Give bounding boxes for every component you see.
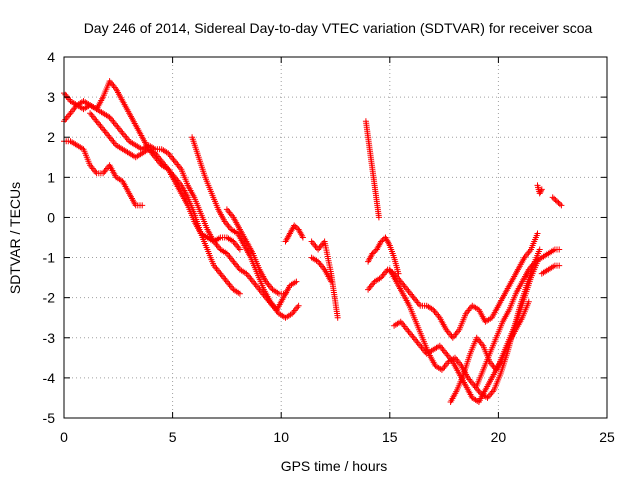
data-point [525,298,532,305]
series-arc-4 [87,110,243,253]
series-arc-3 [61,138,146,209]
data-point [375,214,382,221]
series-arc-7 [282,222,306,245]
series-arc-5 [189,134,300,313]
y-tick-label: 0 [47,209,55,225]
data-point-trail [552,197,559,204]
data-point-trail [537,189,544,195]
series-arc-6 [223,206,289,297]
data-point [334,314,341,321]
data-points [61,78,565,405]
data-point-trail [538,187,545,194]
x-axis-label: GPS time / hours [281,458,388,474]
x-tick-label: 15 [382,429,398,445]
series-arc-11 [365,234,402,277]
data-point [534,230,541,237]
x-tick-label: 25 [599,429,615,445]
series-arc-1 [61,90,302,321]
data-point [293,278,300,285]
y-tick-label: 2 [47,129,55,145]
data-point-trail [292,223,299,230]
data-point [236,246,243,253]
data-point [538,186,545,193]
data-point-trail [370,249,377,256]
chart-title: Day 246 of 2014, Sidereal Day-to-day VTE… [84,20,593,36]
data-point [328,278,335,285]
series-arc-10 [362,118,382,221]
data-point [236,290,243,297]
series-arc-9 [308,254,335,285]
x-tick-label: 20 [491,429,507,445]
series-arc-18 [534,182,545,197]
data-point [549,194,556,201]
y-tick-label: -2 [43,290,56,306]
y-tick-label: -3 [43,330,56,346]
plot-frame [63,56,608,419]
data-point [299,234,306,241]
x-tick-label: 5 [169,429,177,445]
series-arc-12 [365,230,541,341]
y-tick-label: 3 [47,89,55,105]
y-tick-label: 4 [47,49,55,65]
y-axis-label: SDTVAR / TECUs [7,182,23,294]
x-tick-label: 10 [273,429,289,445]
series-arc-15 [447,298,532,405]
data-point [536,246,543,253]
data-point [295,302,302,309]
y-tick-label: -1 [43,250,56,266]
ticks: 0 5 10 15 20 25 -5 -4 -3 -2 -1 0 1 2 3 4 [43,49,615,445]
x-tick-label: 0 [60,429,68,445]
data-point [536,190,543,197]
data-point [282,290,289,297]
series-arc-16 [473,246,563,389]
data-point [139,202,146,209]
y-tick-label: 1 [47,169,55,185]
data-point-trail [555,199,562,206]
data-point [556,246,563,253]
series-arc-19 [549,194,565,209]
data-point [556,262,563,269]
y-tick-label: -4 [43,370,56,386]
y-tick-label: -5 [43,410,56,426]
series-arc-17 [538,262,563,277]
data-point [558,202,565,209]
